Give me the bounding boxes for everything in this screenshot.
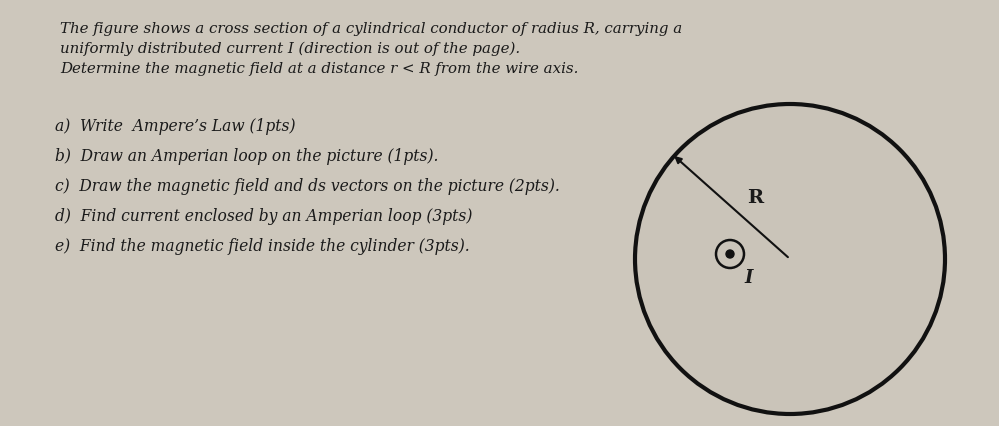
Circle shape [635, 105, 945, 414]
Text: d)  Find current enclosed by an Amperian loop (3pts): d) Find current enclosed by an Amperian … [55, 207, 473, 225]
Text: The figure shows a cross section of a cylindrical conductor of radius R, carryin: The figure shows a cross section of a cy… [60, 22, 682, 75]
Circle shape [726, 250, 734, 259]
Text: e)  Find the magnetic field inside the cylinder (3pts).: e) Find the magnetic field inside the cy… [55, 237, 470, 254]
Text: I: I [744, 268, 752, 286]
Text: R: R [747, 189, 763, 207]
Text: c)  Draw the magnetic field and ds vectors on the picture (2pts).: c) Draw the magnetic field and ds vector… [55, 178, 559, 195]
Text: a)  Write  Ampere’s Law (1pts): a) Write Ampere’s Law (1pts) [55, 118, 296, 135]
Text: b)  Draw an Amperian loop on the picture (1pts).: b) Draw an Amperian loop on the picture … [55, 148, 439, 164]
